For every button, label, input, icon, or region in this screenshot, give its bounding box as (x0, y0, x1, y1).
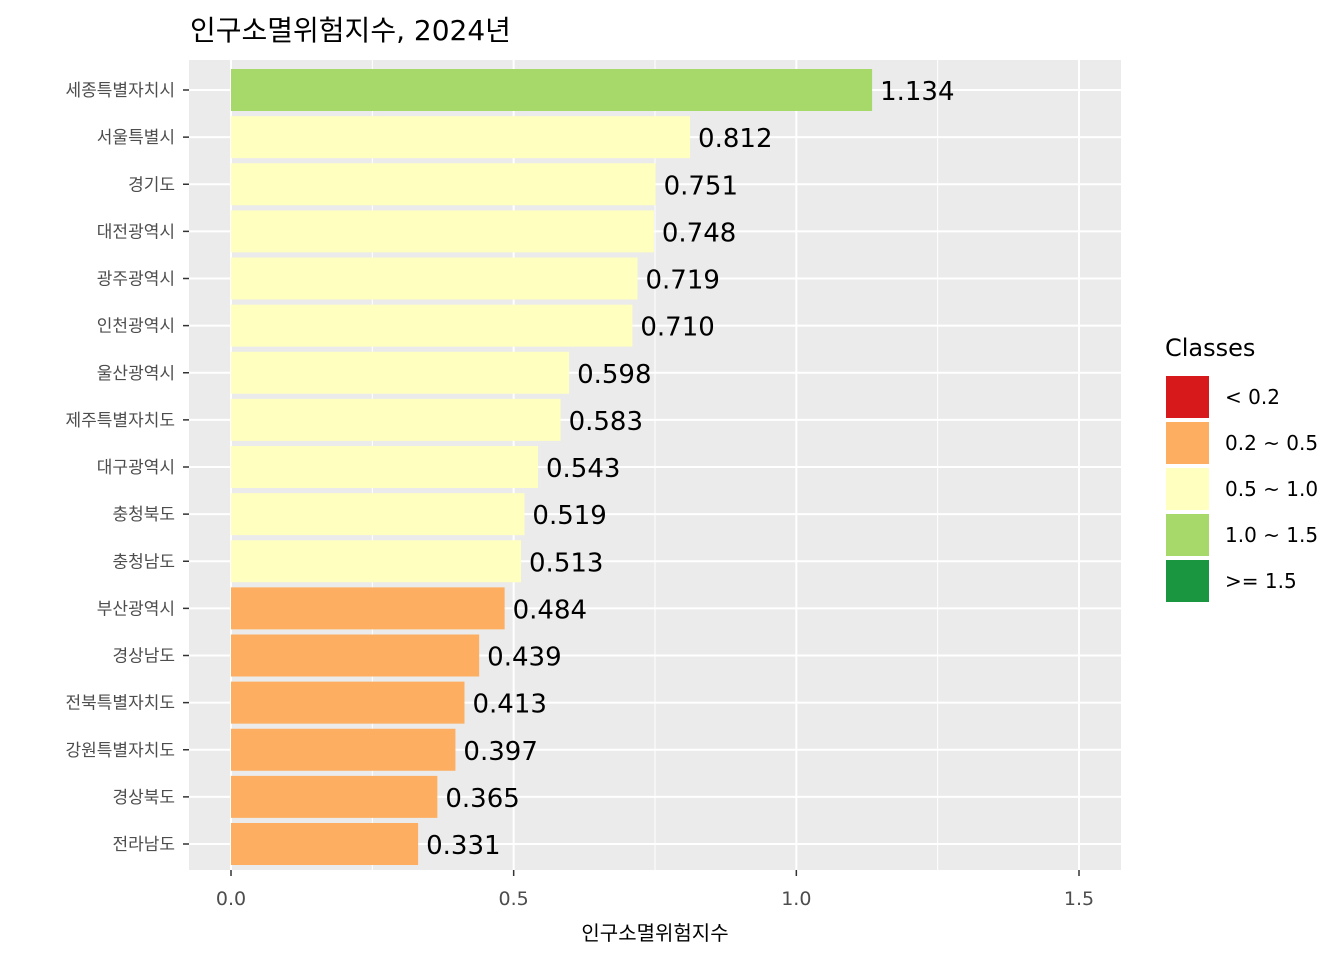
bar (231, 304, 633, 347)
x-tick-label: 1.5 (1064, 888, 1094, 910)
bar (231, 446, 538, 488)
legend-label: 0.2 ~ 0.5 (1225, 431, 1318, 455)
bar (231, 634, 480, 677)
y-tick-label: 세종특별자치시 (66, 81, 175, 101)
data-label: 0.519 (532, 501, 606, 531)
data-label: 0.513 (529, 548, 603, 578)
bars (231, 69, 873, 865)
x-tick-label: 0.5 (499, 888, 529, 910)
legend: Classes < 0.2 0.2 ~ 0.5 0.5 ~ 1.0 1.0 ~ 1.5… (1164, 334, 1318, 604)
data-label: 0.365 (445, 784, 519, 814)
x-axis-label: 인구소멸위험지수 (581, 921, 728, 945)
legend-label: >= 1.5 (1225, 569, 1297, 593)
bar (231, 681, 465, 724)
y-tick-label: 경상남도 (112, 647, 175, 667)
data-label: 0.719 (645, 266, 719, 296)
data-label: 0.397 (463, 737, 537, 767)
y-tick-label: 강원특별자치도 (66, 741, 175, 761)
data-label: 0.484 (513, 595, 587, 625)
data-label: 0.331 (426, 831, 500, 861)
y-tick-label: 대구광역시 (97, 458, 175, 478)
x-tick-label: 0.0 (216, 888, 246, 910)
legend-label: < 0.2 (1225, 385, 1280, 409)
data-label: 0.413 (472, 690, 546, 720)
legend-title: Classes (1165, 334, 1255, 362)
y-tick-label: 대전광역시 (97, 222, 175, 242)
legend-items: < 0.2 0.2 ~ 0.5 0.5 ~ 1.0 1.0 ~ 1.5 >= 1.5 (1164, 374, 1318, 604)
data-label: 0.710 (640, 313, 714, 343)
bar (231, 351, 570, 394)
data-label: 0.748 (662, 218, 736, 248)
bar (231, 587, 505, 630)
data-label: 0.583 (569, 407, 643, 437)
bar (231, 398, 561, 441)
y-tick-label: 경상북도 (112, 788, 175, 808)
data-labels: 1.134 0.812 0.751 0.748 0.719 0.710 0.598 0.583… (426, 77, 954, 861)
y-axis: 세종특별자치시서울특별시경기도대전광역시광주광역시인천광역시울산광역시제주특별자… (66, 81, 189, 855)
x-tick-label: 1.0 (781, 888, 811, 910)
y-tick-label: 제주특별자치도 (66, 411, 175, 431)
bar (231, 823, 419, 865)
bar (231, 540, 522, 583)
y-tick-label: 전북특별자치도 (66, 694, 175, 714)
y-tick-label: 서울특별시 (97, 128, 175, 148)
bar (231, 69, 873, 111)
legend-label: 0.5 ~ 1.0 (1225, 477, 1318, 501)
legend-key (1164, 420, 1211, 466)
data-label: 0.812 (698, 124, 772, 154)
y-tick-label: 광주광역시 (97, 270, 175, 290)
legend-key (1164, 558, 1211, 604)
chart-title: 인구소멸위험지수, 2024년 (190, 14, 511, 47)
y-tick-label: 울산광역시 (97, 364, 175, 384)
bar (231, 257, 638, 300)
bar (231, 163, 656, 206)
legend-label: 1.0 ~ 1.5 (1225, 523, 1318, 547)
bar (231, 493, 525, 536)
x-axis: 0.0 0.5 1.0 1.5 (216, 870, 1094, 910)
data-label: 0.543 (546, 454, 620, 484)
y-tick-label: 경기도 (128, 175, 175, 195)
legend-key (1164, 374, 1211, 420)
bar (231, 728, 456, 771)
bar (231, 116, 691, 159)
data-label: 1.134 (880, 77, 954, 107)
y-tick-label: 충청남도 (112, 552, 175, 572)
data-label: 0.751 (664, 171, 738, 201)
bar (231, 210, 654, 253)
bar (231, 775, 438, 818)
legend-key (1164, 512, 1211, 558)
legend-key (1164, 466, 1211, 512)
data-label: 0.439 (487, 643, 561, 673)
y-tick-label: 인천광역시 (97, 317, 175, 337)
y-tick-label: 전라남도 (112, 835, 175, 855)
data-label: 0.598 (577, 360, 651, 390)
y-tick-label: 충청북도 (112, 505, 175, 525)
y-tick-label: 부산광역시 (97, 599, 175, 619)
